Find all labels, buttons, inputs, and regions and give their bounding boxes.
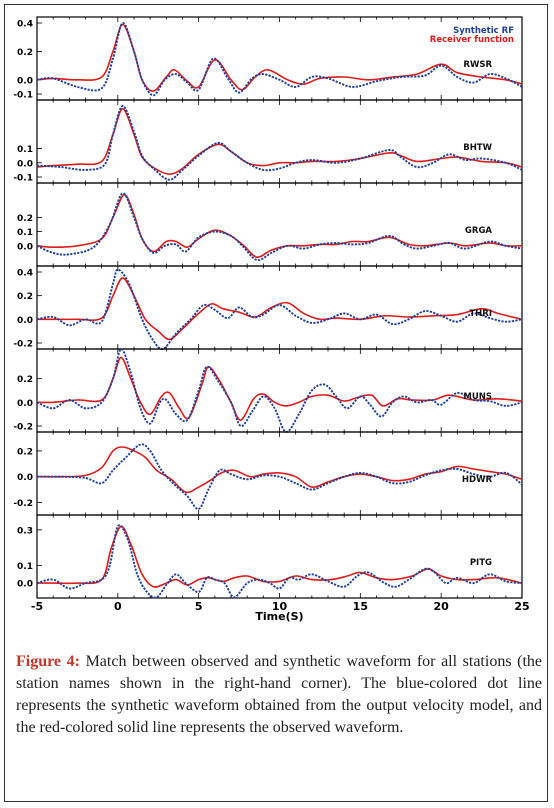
y-tick-label: 0.4: [17, 20, 33, 30]
caption-text: Match between observed and synthetic wav…: [16, 653, 543, 736]
panel-frame-thri: [36, 265, 523, 350]
synthetic-line-rwsr: [36, 22, 523, 97]
observed-line-thri: [37, 277, 523, 341]
synthetic-line-muns: [36, 348, 523, 433]
station-label-thri: THRI: [469, 309, 492, 319]
station-label-grga: GRGA: [465, 226, 492, 236]
observed-line-muns: [36, 356, 523, 421]
observed-line-grga: [36, 193, 523, 259]
x-tick-label: 5: [195, 600, 203, 613]
synthetic-line-pitg: [36, 524, 523, 599]
y-tick-label: 0.2: [17, 214, 33, 224]
y-tick-label: 0.1: [17, 228, 33, 238]
y-tick-label: 0.2: [17, 48, 33, 58]
caption-label: Figure 4:: [16, 653, 80, 670]
x-tick-label: 0: [114, 600, 122, 613]
x-tick-label: -5: [31, 600, 43, 613]
observed-line-bhtw: [36, 107, 523, 176]
y-tick-label: -0.2: [13, 423, 33, 433]
x-tick-label: 25: [514, 600, 529, 613]
legend-entry-observed: Receiver function: [430, 35, 514, 45]
y-tick-label: 0.2: [17, 292, 33, 302]
y-tick-label: -0.2: [13, 340, 33, 350]
synthetic-line-thri: [36, 268, 523, 351]
y-tick-label: 0.0: [17, 580, 33, 590]
station-label-muns: MUNS: [463, 392, 492, 402]
y-tick-label: -0.1: [13, 174, 33, 184]
x-axis-label: Time(S): [255, 610, 303, 623]
y-tick-label: 0.1: [17, 145, 33, 155]
y-tick-label: 0.3: [17, 526, 33, 536]
y-tick-label: 0.1: [17, 562, 33, 572]
observed-line-pitg: [37, 525, 523, 588]
synthetic-line-bhtw: [36, 105, 523, 181]
figure-frame: 0.4 0.2 0.0 -0.1 RWSR 0.1 0.0 -0.1 BHTW 0.2 0.1 0.0…: [4, 4, 548, 802]
y-tick-label: -0.2: [13, 499, 33, 509]
figure-caption: Figure 4: Match between observed and syn…: [16, 651, 542, 739]
y-tick-label: 0.4: [17, 269, 33, 279]
y-tick-label: -0.1: [13, 91, 33, 101]
y-tick-label: 0.0: [17, 159, 33, 169]
y-tick-label: 0.0: [17, 399, 33, 409]
synthetic-line-grga: [36, 192, 523, 262]
y-tick-label: 0.0: [17, 473, 33, 483]
panel-frame-muns: [36, 348, 523, 433]
station-label-pitg: PITG: [470, 558, 492, 568]
observed-line-hdwr: [36, 446, 523, 494]
x-tick-label: 10: [272, 600, 288, 613]
station-label-bhtw: BHTW: [463, 143, 492, 153]
y-tick-label: 0.0: [17, 242, 33, 252]
panel-frame-bhtw: [36, 99, 523, 184]
y-tick-label: 0.0: [17, 316, 33, 326]
x-tick-label: 20: [434, 600, 450, 613]
station-label-hdwr: HDWR: [462, 475, 493, 485]
y-tick-label: 0.0: [17, 76, 33, 86]
station-label-rwsr: RWSR: [463, 60, 492, 70]
y-tick-label: 0.2: [17, 375, 33, 385]
synthetic-line-hdwr: [36, 443, 523, 510]
waveform-chart: 0.4 0.2 0.0 -0.1 RWSR 0.1 0.0 -0.1 BHTW 0.2 0.1 0.0…: [13, 16, 530, 623]
y-tick-label: 0.2: [17, 447, 33, 457]
x-tick-label: 15: [353, 600, 368, 613]
legend-entry-synthetic: Synthetic RF: [453, 26, 514, 36]
